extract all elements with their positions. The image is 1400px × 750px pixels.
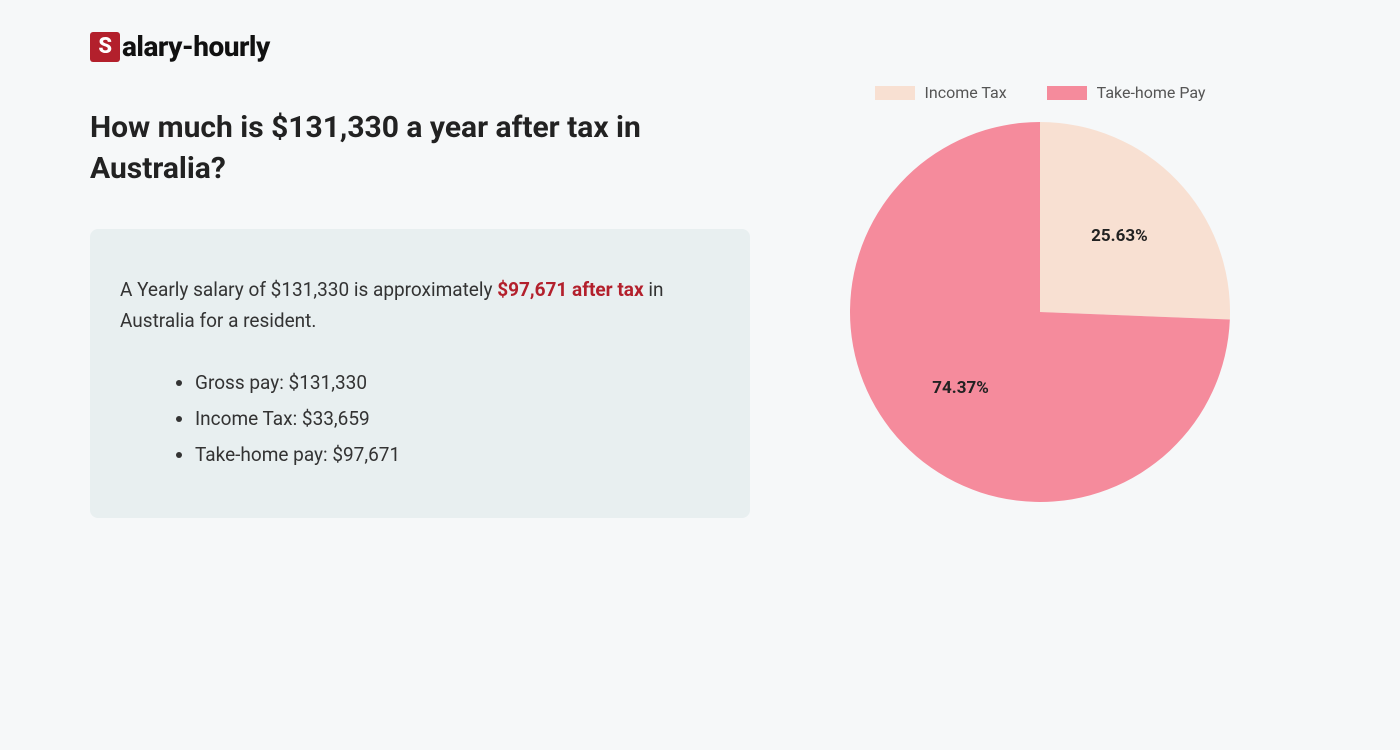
pie-slice-label: 25.63% [1091,226,1148,246]
pie-slice [1040,122,1230,320]
logo-s-box: S [90,32,120,62]
legend-label: Income Tax [925,83,1007,102]
list-item: Income Tax: $33,659 [195,401,720,437]
list-item: Gross pay: $131,330 [195,365,720,401]
list-item: Take-home pay: $97,671 [195,437,720,473]
pie-chart: 25.63% 74.37% [850,122,1230,502]
summary-text: A Yearly salary of $131,330 is approxima… [120,274,720,337]
legend-swatch [875,86,915,100]
page-title: How much is $131,330 a year after tax in… [90,108,750,189]
pie-svg [850,122,1230,502]
pie-slice-label: 74.37% [932,378,989,398]
summary-box: A Yearly salary of $131,330 is approxima… [90,229,750,518]
bullet-list: Gross pay: $131,330 Income Tax: $33,659 … [120,365,720,473]
summary-prefix: A Yearly salary of $131,330 is approxima… [120,278,497,301]
legend-label: Take-home Pay [1097,83,1206,102]
legend-item-take-home: Take-home Pay [1047,83,1206,102]
site-logo: Salary-hourly [90,30,1310,63]
legend-item-income-tax: Income Tax [875,83,1007,102]
summary-highlight: $97,671 after tax [497,278,643,301]
logo-rest: alary-hourly [122,30,270,63]
legend-swatch [1047,86,1087,100]
chart-legend: Income Tax Take-home Pay [875,83,1206,102]
